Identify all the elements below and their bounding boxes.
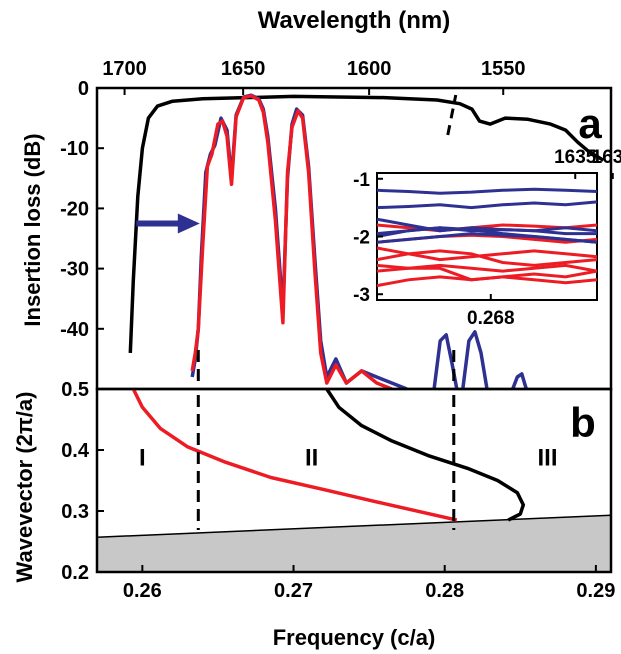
- inset-blue-curve-5: [377, 226, 597, 244]
- series-a-3: [461, 330, 489, 389]
- y-tick-label-b: 0.3: [61, 501, 89, 523]
- inset-red-curve-3: [377, 249, 597, 267]
- inset-top-tick-label: 1632: [592, 147, 621, 168]
- panel-b: 0.50.40.30.20.26 0.27 0.28 0.29 I II III b Fr…: [12, 379, 615, 650]
- top-tick-label: 1650: [221, 58, 266, 80]
- series-b-1: [325, 389, 526, 522]
- y-axis-title-a: Insertion loss (dB): [20, 133, 45, 326]
- dashed-marker-a-top: [446, 94, 458, 136]
- series-a-4: [511, 372, 528, 389]
- series-b-0: [131, 389, 458, 522]
- region-label: III: [537, 444, 557, 471]
- top-tick-label: 1600: [347, 58, 392, 80]
- x-axis-title-b: Frequency (c/a): [273, 625, 436, 650]
- inset-y-tick-label: -1: [353, 170, 370, 191]
- series-a-1: [190, 93, 408, 389]
- y-tick-label-b: 0.2: [61, 562, 89, 584]
- inset-blue-curve-1: [377, 200, 597, 210]
- light-line: [97, 514, 611, 538]
- inset-blue-curve-4: [377, 217, 597, 236]
- x-tick-label-b: 0.26: [123, 580, 162, 602]
- panel-b-label: b: [570, 399, 596, 446]
- x-tick-label-b: 0.28: [425, 580, 464, 602]
- top-tick-label: 1700: [102, 58, 147, 80]
- region-label: I: [139, 444, 146, 471]
- inset-y-tick-label: -3: [353, 285, 370, 306]
- series-a-5: [190, 94, 393, 389]
- panel-b-frame: [95, 387, 613, 574]
- series-a-0: [128, 94, 605, 353]
- top-tick-label: 1550: [481, 58, 526, 80]
- top-axis-title: Wavelength (nm): [258, 7, 450, 34]
- region-label: II: [305, 444, 318, 471]
- inset-x-tick-label: 0.268: [467, 308, 515, 329]
- y-tick-label-b: 0.4: [61, 440, 90, 462]
- inset-blue-curve-0: [377, 187, 597, 195]
- x-tick-label-b: 0.29: [576, 580, 615, 602]
- arrow-head: [177, 213, 200, 234]
- inset-y-tick-label: -2: [353, 228, 370, 249]
- inset-top-tick-label: 1635: [554, 147, 597, 168]
- y-tick-label-a: -10: [60, 138, 89, 160]
- inset-red-curve-6: [377, 263, 597, 285]
- y-tick-label-a: -30: [60, 259, 89, 281]
- inset-plot: -1-2-31635163216290.268: [353, 147, 621, 329]
- y-tick-label-b: 0.5: [61, 379, 89, 401]
- panel-a-label: a: [578, 100, 602, 147]
- y-tick-label-a: -40: [60, 319, 89, 341]
- y-axis-title-b: Wavevector (2π/a): [12, 392, 37, 583]
- panel-a: 0 -10 -20 -30 -40 1700 1650 1600 1550 a -1 -2 -3 16…: [20, 7, 621, 391]
- y-tick-label-a: -20: [60, 198, 89, 220]
- y-tick-label-a: 0: [78, 78, 89, 100]
- x-tick-label-b: 0.27: [274, 580, 313, 602]
- light-cone-fill: [97, 515, 611, 572]
